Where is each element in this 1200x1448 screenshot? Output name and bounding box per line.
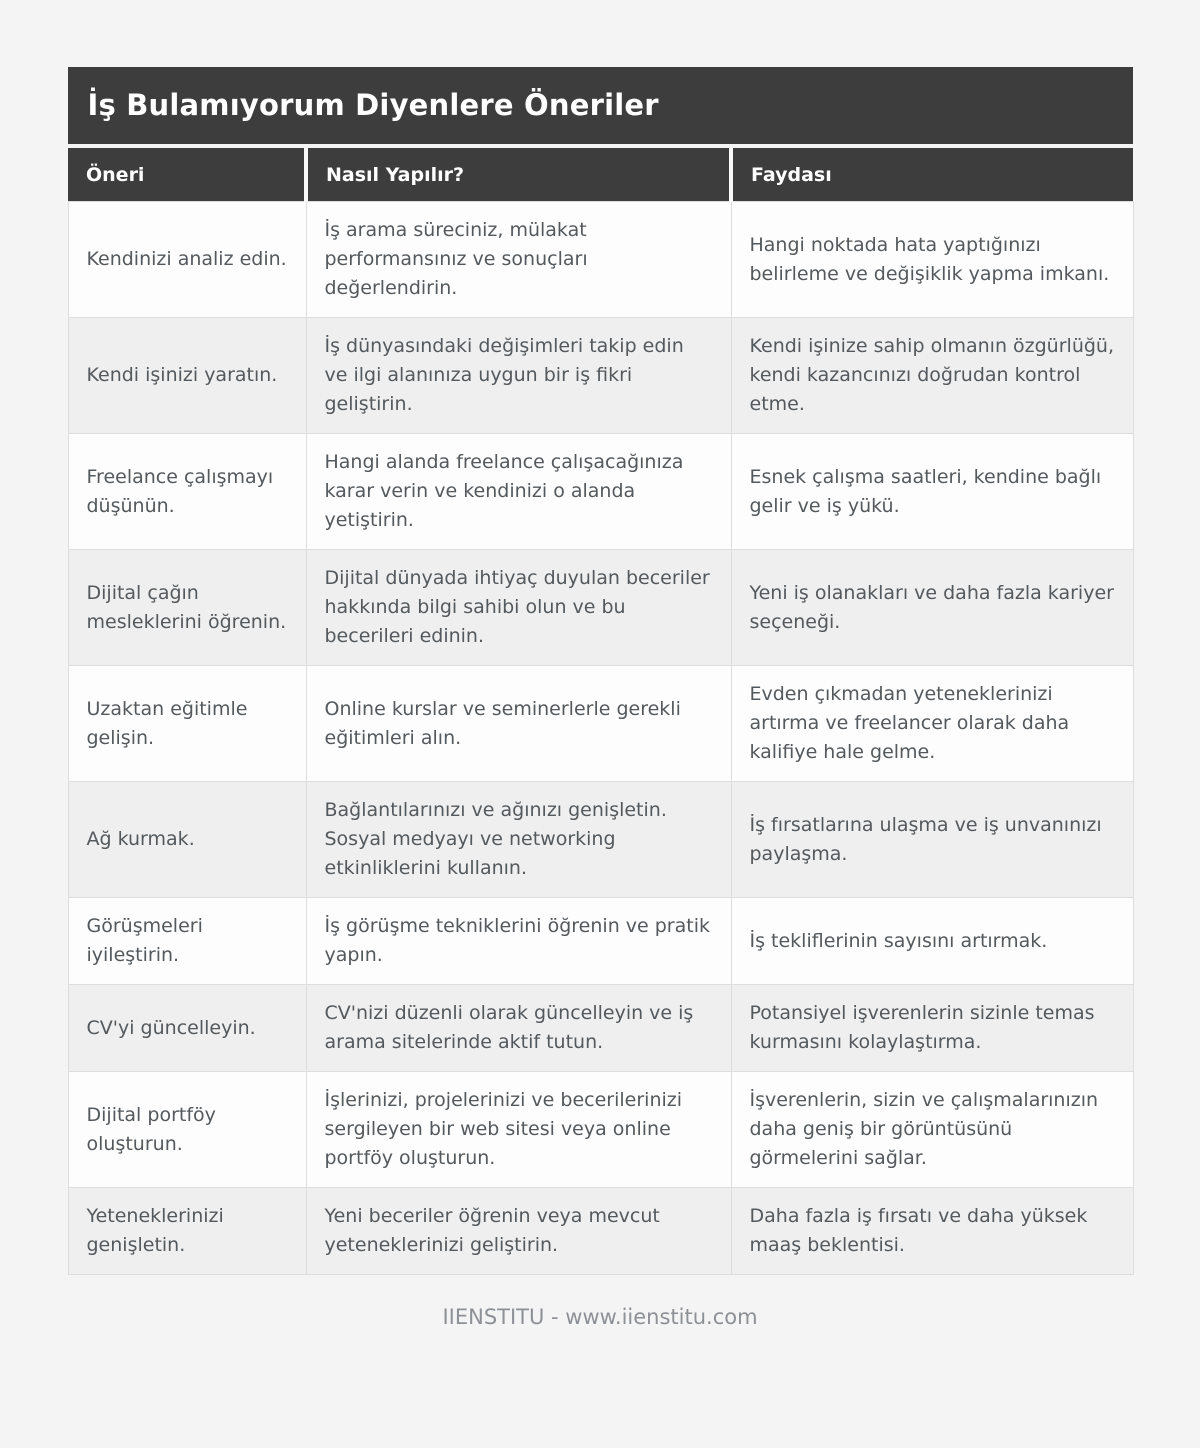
cell-oneri: Uzaktan eğitimle gelişin. xyxy=(67,665,307,782)
advice-card: İş Bulamıyorum Diyenlere Öneriler Öneri … xyxy=(67,67,1134,1329)
advice-table: Öneri Nasıl Yapılır? Faydası Kendinizi a… xyxy=(67,148,1134,1275)
cell-faydasi: İşverenlerin, sizin ve çalışmalarınızın … xyxy=(730,1071,1134,1188)
cell-faydasi: Potansiyel işverenlerin sizinle temas ku… xyxy=(730,984,1134,1072)
cell-faydasi: Daha fazla iş fırsatı ve daha yüksek maa… xyxy=(730,1187,1134,1275)
cell-oneri: Görüşmeleri iyileştirin. xyxy=(67,897,307,985)
cell-oneri: Freelance çalışmayı düşünün. xyxy=(67,433,307,550)
cell-faydasi: Yeni iş olanakları ve daha fazla kariyer… xyxy=(730,549,1134,666)
footer-attribution: IIENSTITU - www.iienstitu.com xyxy=(442,1305,758,1329)
column-header-nasil: Nasıl Yapılır? xyxy=(304,148,731,202)
cell-nasil: CV'nizi düzenli olarak güncelleyin ve iş… xyxy=(305,984,732,1072)
cell-oneri: Kendi işinizi yaratın. xyxy=(67,317,307,434)
cell-oneri: Ağ kurmak. xyxy=(67,781,307,898)
table-row: CV'yi güncelleyin. CV'nizi düzenli olara… xyxy=(67,984,1134,1072)
cell-faydasi: Hangi noktada hata yaptığınızı belirleme… xyxy=(730,201,1134,318)
table-row: Kendi işinizi yaratın. İş dünyasındaki d… xyxy=(67,317,1134,434)
column-header-faydasi: Faydası xyxy=(729,148,1133,202)
cell-oneri: CV'yi güncelleyin. xyxy=(67,984,307,1072)
table-row: Freelance çalışmayı düşünün. Hangi aland… xyxy=(67,433,1134,550)
cell-faydasi: Evden çıkmadan yeteneklerinizi artırma v… xyxy=(730,665,1134,782)
table-row: Görüşmeleri iyileştirin. İş görüşme tekn… xyxy=(67,897,1134,985)
cell-nasil: İş dünyasındaki değişimleri takip edin v… xyxy=(305,317,732,434)
cell-faydasi: İş fırsatlarına ulaşma ve iş unvanınızı … xyxy=(730,781,1134,898)
cell-oneri: Dijital çağın mesleklerini öğrenin. xyxy=(67,549,307,666)
table-row: Uzaktan eğitimle gelişin. Online kurslar… xyxy=(67,665,1134,782)
cell-faydasi: Kendi işinize sahip olmanın özgürlüğü, k… xyxy=(730,317,1134,434)
cell-nasil: İş görüşme tekniklerini öğrenin ve prati… xyxy=(305,897,732,985)
cell-nasil: Online kurslar ve seminerlerle gerekli e… xyxy=(305,665,732,782)
cell-nasil: Bağlantılarınızı ve ağınızı genişletin. … xyxy=(305,781,732,898)
cell-nasil: İşlerinizi, projelerinizi ve becerilerin… xyxy=(305,1071,732,1188)
cell-oneri: Yeteneklerinizi genişletin. xyxy=(67,1187,307,1275)
cell-nasil: Hangi alanda freelance çalışacağınıza ka… xyxy=(305,433,732,550)
cell-oneri: Dijital portföy oluşturun. xyxy=(67,1071,307,1188)
cell-oneri: Kendinizi analiz edin. xyxy=(67,201,307,318)
cell-nasil: İş arama süreciniz, mülakat performansın… xyxy=(305,201,732,318)
page-title: İş Bulamıyorum Diyenlere Öneriler xyxy=(67,67,1133,144)
cell-nasil: Dijital dünyada ihtiyaç duyulan becerile… xyxy=(305,549,732,666)
table-row: Yeteneklerinizi genişletin. Yeni beceril… xyxy=(67,1187,1134,1275)
cell-faydasi: Esnek çalışma saatleri, kendine bağlı ge… xyxy=(730,433,1134,550)
cell-nasil: Yeni beceriler öğrenin veya mevcut yeten… xyxy=(305,1187,732,1275)
table-row: Dijital portföy oluşturun. İşlerinizi, p… xyxy=(67,1071,1134,1188)
table-row: Ağ kurmak. Bağlantılarınızı ve ağınızı g… xyxy=(67,781,1134,898)
cell-faydasi: İş tekliflerinin sayısını artırmak. xyxy=(730,897,1134,985)
column-header-oneri: Öneri xyxy=(68,148,306,202)
table-header-row: Öneri Nasıl Yapılır? Faydası xyxy=(68,148,1133,202)
table-row: Kendinizi analiz edin. İş arama sürecini… xyxy=(67,201,1134,318)
table-row: Dijital çağın mesleklerini öğrenin. Diji… xyxy=(67,549,1134,666)
